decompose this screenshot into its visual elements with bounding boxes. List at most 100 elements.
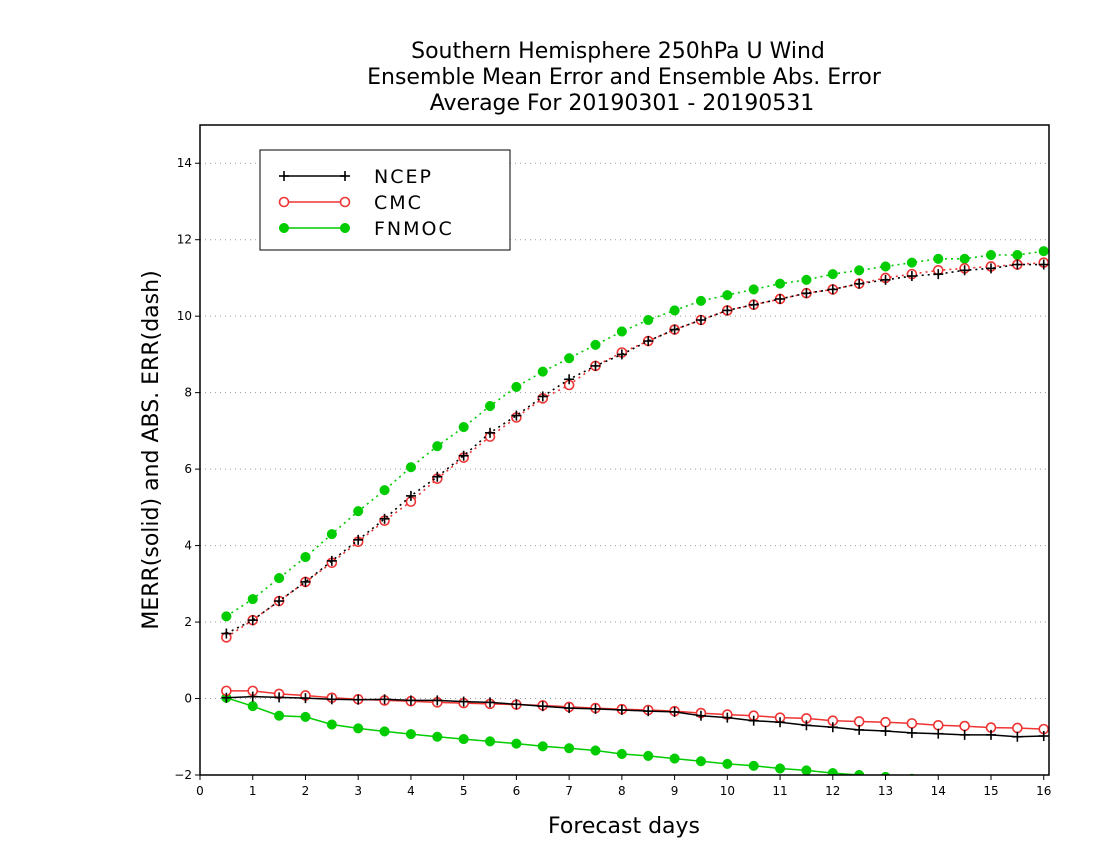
data-point (643, 336, 654, 347)
plot-frame (199, 124, 1050, 776)
data-point (564, 743, 575, 754)
data-point (326, 694, 337, 705)
data-point (1012, 259, 1023, 270)
x-tick-label-11: 11 (772, 784, 787, 798)
series-fnmoc-abs-error (221, 246, 1049, 622)
legend-marker-end (340, 171, 350, 181)
x-tick-label-3: 3 (354, 784, 362, 798)
data-point (695, 295, 707, 306)
data-point (853, 716, 865, 727)
data-point (722, 758, 733, 769)
data-point (880, 274, 891, 285)
data-point (932, 719, 944, 731)
legend-marker-start (278, 196, 290, 208)
data-point (933, 253, 944, 264)
data-point (274, 692, 285, 703)
data-point (854, 769, 865, 775)
x-tick-label-8: 8 (618, 784, 626, 798)
data-point (326, 529, 337, 540)
x-tick-label-0: 0 (196, 784, 204, 798)
data-point (959, 720, 970, 732)
data-point (485, 697, 496, 708)
data-point (300, 552, 311, 563)
legend-marker-end (339, 196, 351, 208)
y-axis-ticks: −2 0 2 4 6 8 10 12 14 (174, 156, 200, 782)
data-point (985, 729, 996, 740)
data-point (405, 695, 416, 706)
data-point (326, 555, 337, 566)
data-point (353, 506, 364, 517)
title-line-3: Average For 20190301 - 20190531 (430, 91, 815, 116)
data-point (458, 734, 469, 745)
data-point (880, 261, 891, 272)
series-fnmoc-mean-error (221, 692, 941, 775)
data-point (353, 723, 364, 734)
legend: NCEP CMC FNMOC (259, 149, 511, 251)
data-point (379, 726, 390, 737)
y-tick-label-5: 8 (184, 386, 192, 400)
data-point (379, 485, 390, 496)
data-point (827, 269, 838, 280)
y-tick-label-8: 14 (177, 156, 192, 170)
data-point (484, 400, 496, 412)
data-point (801, 274, 812, 285)
data-point (511, 738, 522, 749)
data-point (775, 278, 786, 289)
data-point (484, 736, 496, 747)
data-point (775, 293, 786, 304)
data-point (906, 727, 917, 738)
data-point (590, 339, 601, 350)
y-tick-label-6: 10 (177, 309, 192, 323)
data-point (854, 724, 865, 735)
data-point (669, 305, 680, 316)
data-point (880, 726, 891, 737)
data-point (643, 706, 654, 717)
data-point (827, 284, 838, 295)
data-point (590, 745, 601, 756)
data-point (854, 278, 865, 289)
data-point (432, 731, 443, 742)
data-point (590, 703, 601, 714)
data-point (1038, 246, 1049, 257)
y-tick-label-7: 12 (177, 233, 192, 247)
data-point (300, 693, 311, 704)
legend-entry-cmc: CMC (278, 192, 421, 214)
data-point (537, 741, 548, 752)
data-point (669, 753, 680, 764)
plot-series (221, 246, 1049, 775)
data-point (432, 441, 443, 452)
data-point (827, 722, 838, 733)
series-ncep-abs-error (221, 259, 1049, 639)
data-point (458, 450, 469, 461)
y-tick-label-3: 4 (184, 539, 192, 553)
data-point (537, 391, 548, 402)
data-point (1012, 722, 1023, 734)
data-point (458, 422, 469, 433)
legend-entries: NCEP CMC FNMOC (278, 166, 452, 240)
x-tick-label-4: 4 (407, 784, 415, 798)
data-point (432, 471, 443, 482)
data-point (827, 768, 838, 775)
data-point (906, 718, 918, 729)
data-point (221, 692, 232, 703)
data-point (748, 715, 759, 726)
data-point (511, 381, 522, 392)
x-tick-label-15: 15 (983, 784, 998, 798)
data-point (985, 249, 997, 261)
data-point (616, 748, 627, 760)
data-point (801, 720, 812, 731)
y-tick-label-1: 0 (184, 692, 192, 706)
data-point (247, 691, 258, 702)
data-point (300, 711, 311, 722)
data-point (247, 615, 258, 626)
x-tick-label-2: 2 (302, 784, 310, 798)
data-point (616, 326, 627, 337)
series-line (226, 263, 1044, 635)
data-point (274, 710, 285, 721)
data-point (643, 314, 654, 326)
y-axis-label: MERR(solid) and ABS. ERR(dash) (139, 270, 164, 629)
data-point (274, 573, 285, 584)
x-axis-ticks: 0 1 2 3 4 5 6 7 8 9 10 11 12 13 14 15 16 (196, 775, 1051, 798)
data-point (274, 596, 285, 607)
